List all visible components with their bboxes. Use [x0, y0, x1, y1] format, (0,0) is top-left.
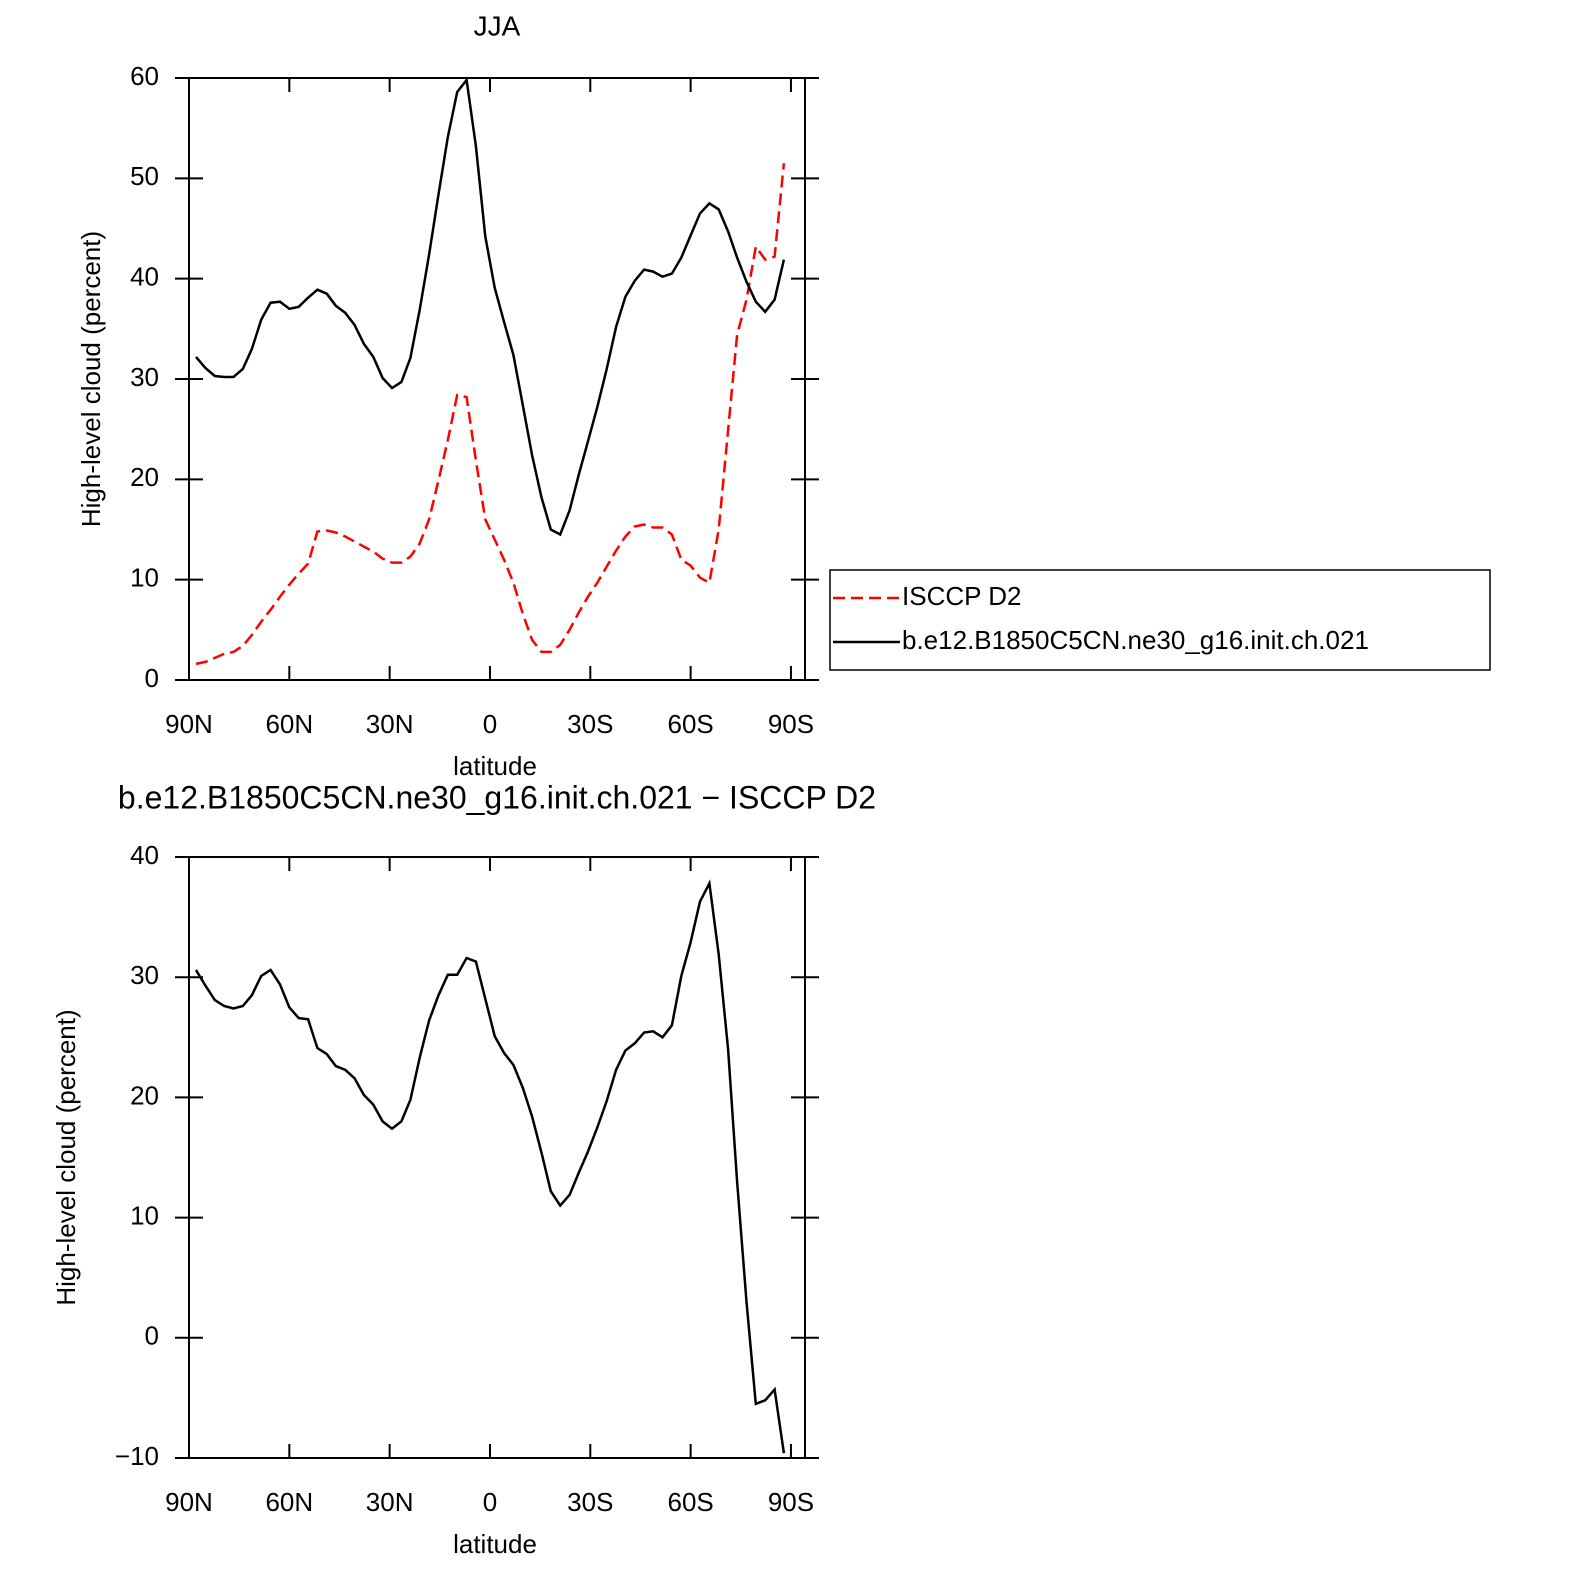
chart-title: b.e12.B1850C5CN.ne30_g16.init.ch.021 − I…	[118, 779, 876, 815]
data-line	[195, 76, 786, 537]
plot-frame	[188, 856, 806, 1459]
chart-title: JJA	[474, 10, 521, 41]
x-tick-label: 90N	[165, 1487, 213, 1517]
y-tick-label: 30	[130, 362, 159, 392]
x-tick-label: 90S	[768, 1487, 814, 1517]
legend-label: ISCCP D2	[902, 581, 1021, 611]
x-axis-label: latitude	[453, 751, 537, 781]
y-tick-label: 60	[130, 61, 159, 91]
x-tick-label: 30S	[567, 1487, 613, 1517]
x-tick-label: 30S	[567, 709, 613, 739]
x-tick-label: 0	[483, 1487, 497, 1517]
y-tick-label: 20	[130, 462, 159, 492]
y-axis-label: High-level cloud (percent)	[76, 231, 106, 527]
x-tick-label: 60S	[667, 709, 713, 739]
data-line	[195, 163, 786, 666]
y-tick-label: 0	[145, 663, 159, 693]
x-tick-label: 90N	[165, 709, 213, 739]
x-tick-label: 0	[483, 709, 497, 739]
x-tick-label: 60N	[265, 709, 313, 739]
x-tick-label: 30N	[366, 709, 414, 739]
y-axis-label: High-level cloud (percent)	[51, 1009, 81, 1305]
y-tick-label: 50	[130, 161, 159, 191]
data-line	[194, 879, 786, 1454]
y-tick-label: 40	[130, 262, 159, 292]
y-tick-label: 10	[130, 563, 159, 593]
x-axis-label: latitude	[453, 1529, 537, 1559]
y-tick-label: 20	[130, 1080, 159, 1110]
x-tick-label: 60S	[667, 1487, 713, 1517]
y-tick-label: 10	[130, 1200, 159, 1230]
x-tick-label: 90S	[768, 709, 814, 739]
x-tick-label: 60N	[265, 1487, 313, 1517]
y-tick-label: 30	[130, 960, 159, 990]
plot-frame	[188, 77, 806, 681]
y-tick-label: 40	[130, 840, 159, 870]
y-tick-label: 0	[145, 1321, 159, 1351]
legend-box	[829, 569, 1491, 671]
x-tick-label: 30N	[366, 1487, 414, 1517]
legend-label: b.e12.B1850C5CN.ne30_g16.init.ch.021	[902, 625, 1369, 655]
y-tick-label: −10	[115, 1441, 159, 1471]
